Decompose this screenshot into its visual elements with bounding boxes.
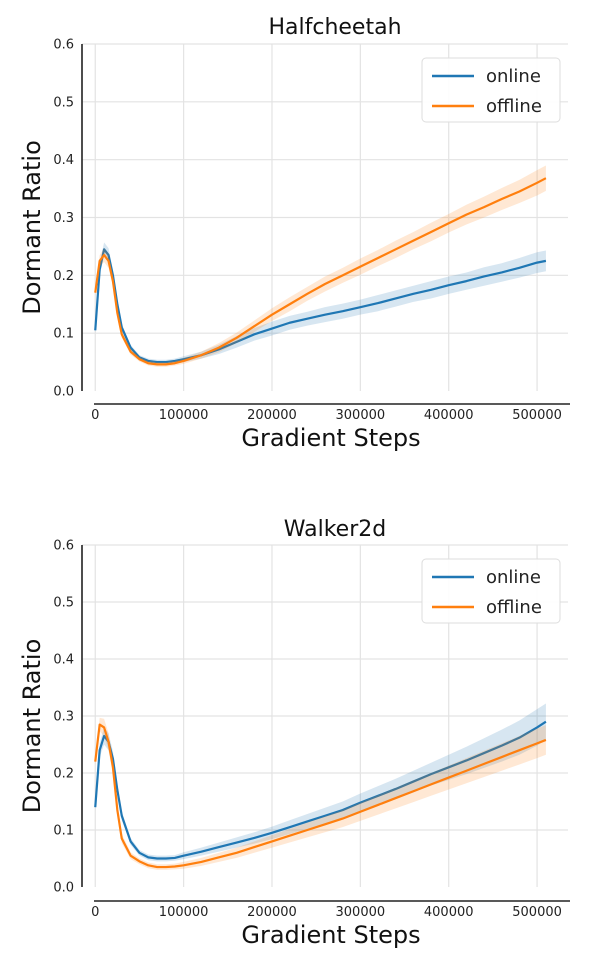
y-tick-label: 0.6: [53, 539, 74, 554]
series-band-offline: [95, 717, 546, 870]
y-tick-label: 0.5: [53, 596, 74, 611]
series-line-online: [94, 720, 547, 860]
x-tick-label: 200000: [247, 408, 297, 423]
chart-title: Halfcheetah: [268, 15, 401, 40]
x-tick-label: 300000: [336, 408, 386, 423]
y-tick-label: 0.6: [53, 38, 74, 53]
x-tick-label: 400000: [424, 905, 474, 920]
y-tick-label: 0.3: [53, 710, 74, 725]
x-tick-label: 300000: [336, 905, 386, 920]
y-tick-label: 0.2: [53, 269, 74, 284]
x-axis-label: Gradient Steps: [241, 424, 420, 452]
x-tick-label: 100000: [159, 905, 209, 920]
y-tick-label: 0.1: [53, 327, 74, 342]
series-line-online: [94, 248, 547, 364]
legend-label-online: online: [486, 66, 541, 87]
legend-label-offline: offline: [486, 597, 542, 618]
chart-panel-1: 0.0 0.1 0.2 0.3 0.4 0.5 0.6 0 100000 200000 300000…: [18, 15, 570, 452]
chart-title: Walker2d: [284, 517, 386, 542]
x-tick-label: 500000: [512, 905, 562, 920]
series-band-online: [95, 242, 546, 365]
series-band-online: [95, 703, 546, 862]
y-tick-label: 0.0: [53, 881, 74, 896]
y-tick-label: 0.4: [53, 653, 74, 668]
x-tick-label: 500000: [512, 408, 562, 423]
y-tick-label: 0.4: [53, 153, 74, 168]
y-axis-label: Dormant Ratio: [18, 639, 46, 814]
y-axis-label: Dormant Ratio: [18, 140, 46, 315]
x-tick-label: 100000: [159, 408, 209, 423]
x-tick-label: 200000: [247, 905, 297, 920]
x-axis-label: Gradient Steps: [241, 921, 420, 949]
legend-label-online: online: [486, 567, 541, 588]
y-tick-label: 0.1: [53, 824, 74, 839]
y-tick-label: 0.0: [53, 385, 74, 400]
y-tick-label: 0.2: [53, 767, 74, 782]
x-tick-label: 0: [91, 905, 99, 920]
x-tick-label: 0: [91, 408, 99, 423]
x-tick-label: 400000: [424, 408, 474, 423]
series-band-offline: [95, 165, 546, 367]
y-tick-label: 0.5: [53, 95, 74, 110]
series-line-offline: [94, 723, 547, 869]
chart-panel-2: 0.0 0.1 0.2 0.3 0.4 0.5 0.6 0 100000 200000 300000…: [18, 517, 570, 949]
series-line-offline: [94, 177, 547, 366]
y-tick-label: 0.3: [53, 211, 74, 226]
legend-label-offline: offline: [486, 96, 542, 117]
